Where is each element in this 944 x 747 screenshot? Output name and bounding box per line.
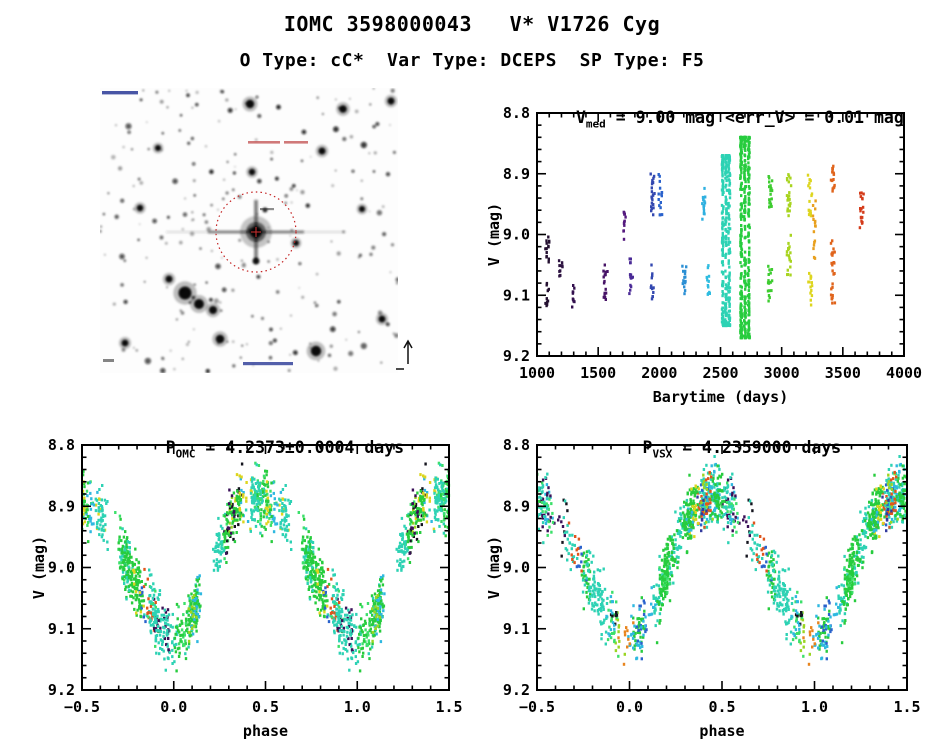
svg-text:8.9: 8.9 bbox=[503, 165, 530, 183]
axes-frame bbox=[536, 444, 908, 691]
north-east-arrows bbox=[396, 339, 413, 370]
svg-text:8.8: 8.8 bbox=[48, 436, 75, 454]
axes-frame bbox=[536, 112, 905, 357]
title-value: = 4.2359000 days bbox=[672, 438, 842, 457]
axis-labels: 1000 1500 2000 2500 3000 3500 4000 8.8 8.9 9.0 9.1… bbox=[488, 104, 922, 406]
title-symbol: V bbox=[575, 108, 586, 127]
svg-text:9.1: 9.1 bbox=[503, 286, 530, 304]
axes-frame bbox=[81, 444, 450, 691]
x-axis-label: phase bbox=[243, 722, 288, 740]
svg-text:1.0: 1.0 bbox=[344, 698, 371, 716]
target-circle-annotation bbox=[215, 191, 297, 273]
title-subscript: VSX bbox=[652, 447, 673, 461]
svg-text:9.0: 9.0 bbox=[48, 559, 75, 577]
star-id-annotation bbox=[260, 208, 274, 211]
svg-text:−0.5: −0.5 bbox=[64, 698, 100, 716]
svg-text:9.1: 9.1 bbox=[48, 620, 75, 638]
svg-text:4000: 4000 bbox=[886, 364, 922, 382]
title-subscript: OMC bbox=[175, 447, 196, 461]
svg-text:3000: 3000 bbox=[764, 364, 800, 382]
y-axis-label: V (mag) bbox=[488, 203, 503, 266]
corner-annotation-bottom bbox=[243, 362, 293, 366]
svg-text:3500: 3500 bbox=[825, 364, 861, 382]
page-subtitle: O Type: cC* Var Type: DCEPS SP Type: F5 bbox=[239, 50, 705, 71]
svg-text:2500: 2500 bbox=[702, 364, 738, 382]
corner-annotation-bottomleft bbox=[103, 359, 114, 362]
corner-annotation-topleft bbox=[102, 91, 138, 95]
x-axis-label: Barytime (days) bbox=[653, 388, 788, 406]
scatter-points bbox=[81, 461, 451, 673]
axis-labels: −0.5 0.0 0.5 1.0 1.5 8.8 8.9 9.0 9.1 9.2 phase V (m… bbox=[30, 436, 463, 740]
svg-text:1500: 1500 bbox=[580, 364, 616, 382]
title-symbol: P bbox=[165, 438, 176, 457]
phase-plot-omc: −0.5 0.0 0.5 1.0 1.5 8.8 8.9 9.0 9.1 9.2 phase V (m… bbox=[30, 436, 463, 740]
compass-orientation-icon bbox=[396, 339, 413, 370]
svg-text:0.0: 0.0 bbox=[160, 698, 187, 716]
x-axis-label: phase bbox=[699, 722, 744, 740]
finder-annotations bbox=[102, 91, 308, 366]
omc-period-title: POMC = 4.2373±0.0004 days bbox=[65, 419, 465, 479]
svg-text:9.2: 9.2 bbox=[503, 347, 530, 365]
y-axis-label: V (mag) bbox=[485, 536, 503, 599]
svg-text:2000: 2000 bbox=[641, 364, 677, 382]
scatter-points bbox=[544, 135, 865, 340]
page-title: IOMC 3598000043 V* V1726 Cyg bbox=[283, 12, 661, 36]
svg-text:0.5: 0.5 bbox=[252, 698, 279, 716]
coord-annotation-red bbox=[248, 141, 280, 144]
title-subscript: med bbox=[585, 117, 606, 131]
svg-text:1.5: 1.5 bbox=[435, 698, 462, 716]
y-axis-label: V (mag) bbox=[30, 536, 48, 599]
svg-text:8.8: 8.8 bbox=[503, 104, 530, 122]
svg-text:9.2: 9.2 bbox=[48, 681, 75, 699]
time-lightcurve-plot: 1000 1500 2000 2500 3000 3500 4000 8.8 8.9 9.0 9.1… bbox=[488, 104, 922, 406]
svg-text:8.9: 8.9 bbox=[48, 497, 75, 515]
vsx-period-title: PVSX = 4.2359000 days bbox=[522, 419, 922, 479]
star-field bbox=[100, 88, 398, 373]
svg-text:1000: 1000 bbox=[519, 364, 555, 382]
finder-chart-image bbox=[100, 88, 398, 373]
scatter-points bbox=[536, 455, 908, 666]
svg-text:9.0: 9.0 bbox=[503, 226, 530, 244]
